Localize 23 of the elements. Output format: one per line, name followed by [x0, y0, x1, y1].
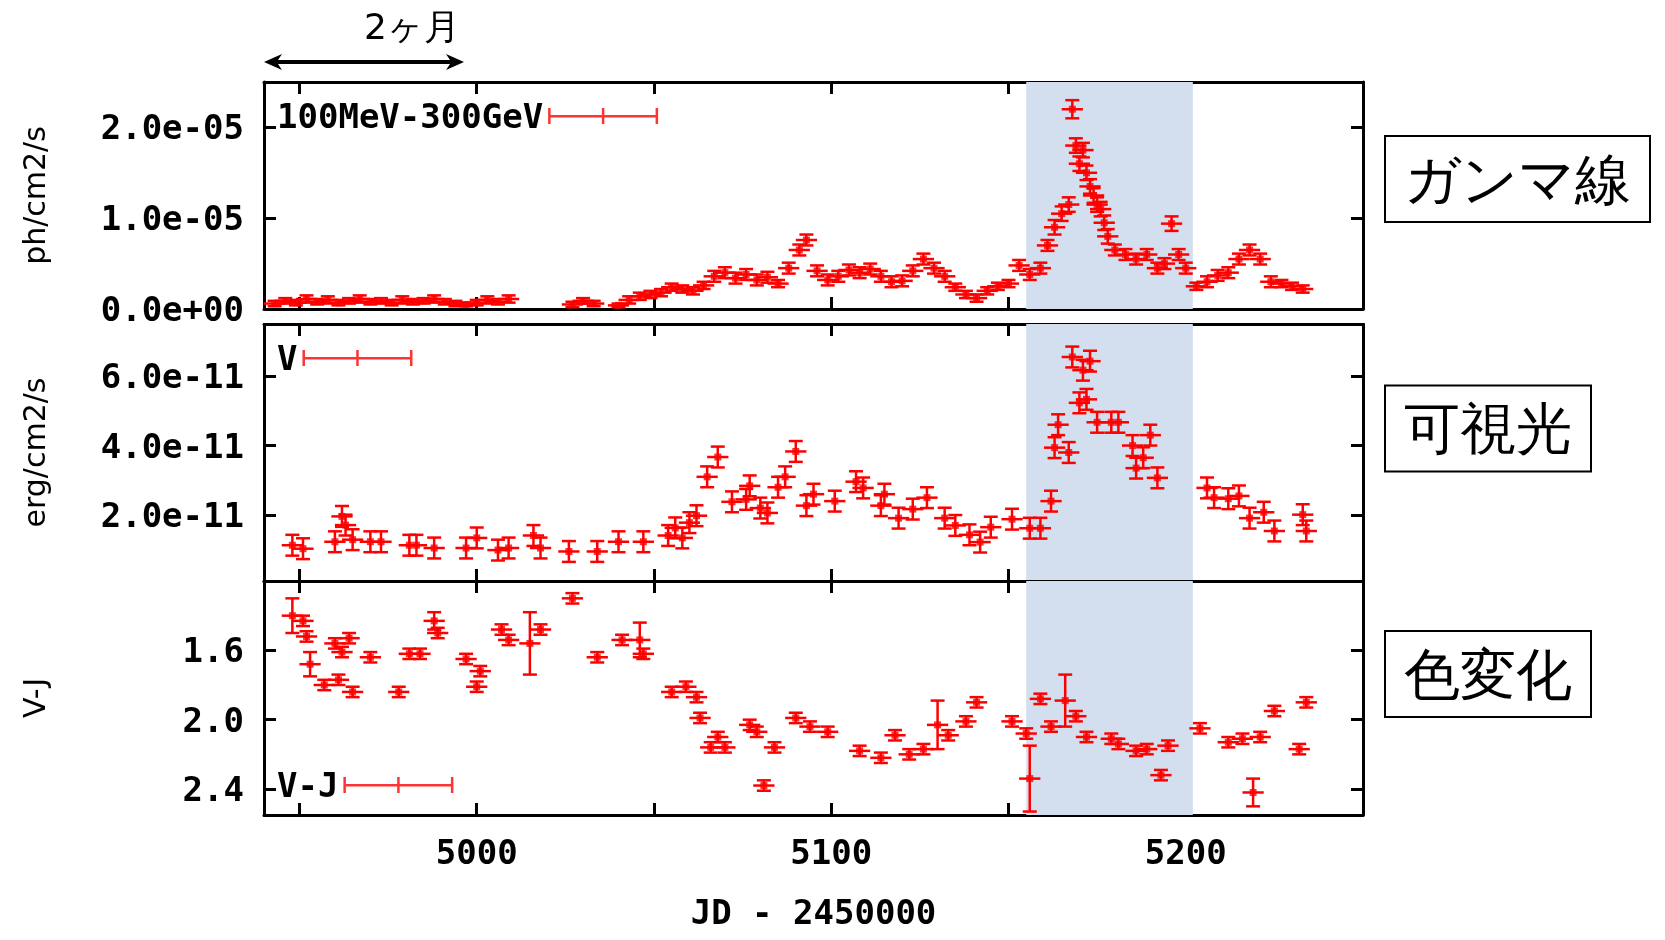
y-tick-label: 4.0e-11	[100, 425, 244, 466]
y-tick-label: 1.6	[182, 630, 244, 671]
y-tick-label: 2.0e-11	[100, 495, 244, 536]
legend-label: 100MeV-300GeV	[277, 96, 544, 136]
text: 色変化	[1404, 641, 1572, 707]
y-tick-label: 2.0e-05	[100, 107, 244, 148]
y-tick-label: 1.0e-05	[100, 198, 244, 239]
y-tick-label: 6.0e-11	[100, 356, 244, 397]
y-tick-label: 2.4	[182, 769, 244, 809]
x-tick-label: 5100	[790, 832, 873, 872]
legend-label: V	[276, 338, 298, 378]
legend-label: V-J	[276, 765, 339, 805]
y-axis-title: erg/cm2/s	[16, 377, 52, 528]
text: 2ヶ月	[364, 5, 460, 47]
y-axis-title: V-J	[16, 677, 52, 719]
text: ガンマ線	[1404, 146, 1631, 212]
y-tick-label: 2.0	[182, 699, 244, 740]
text: 可視光	[1404, 396, 1572, 461]
x-tick-label: 5200	[1144, 832, 1227, 872]
x-axis-title: JD - 2450000	[690, 892, 937, 932]
y-tick-label: 0.0e+00	[100, 289, 244, 329]
y-axis-title: ph/cm2/s	[16, 126, 52, 265]
x-tick-label: 5000	[435, 832, 518, 872]
